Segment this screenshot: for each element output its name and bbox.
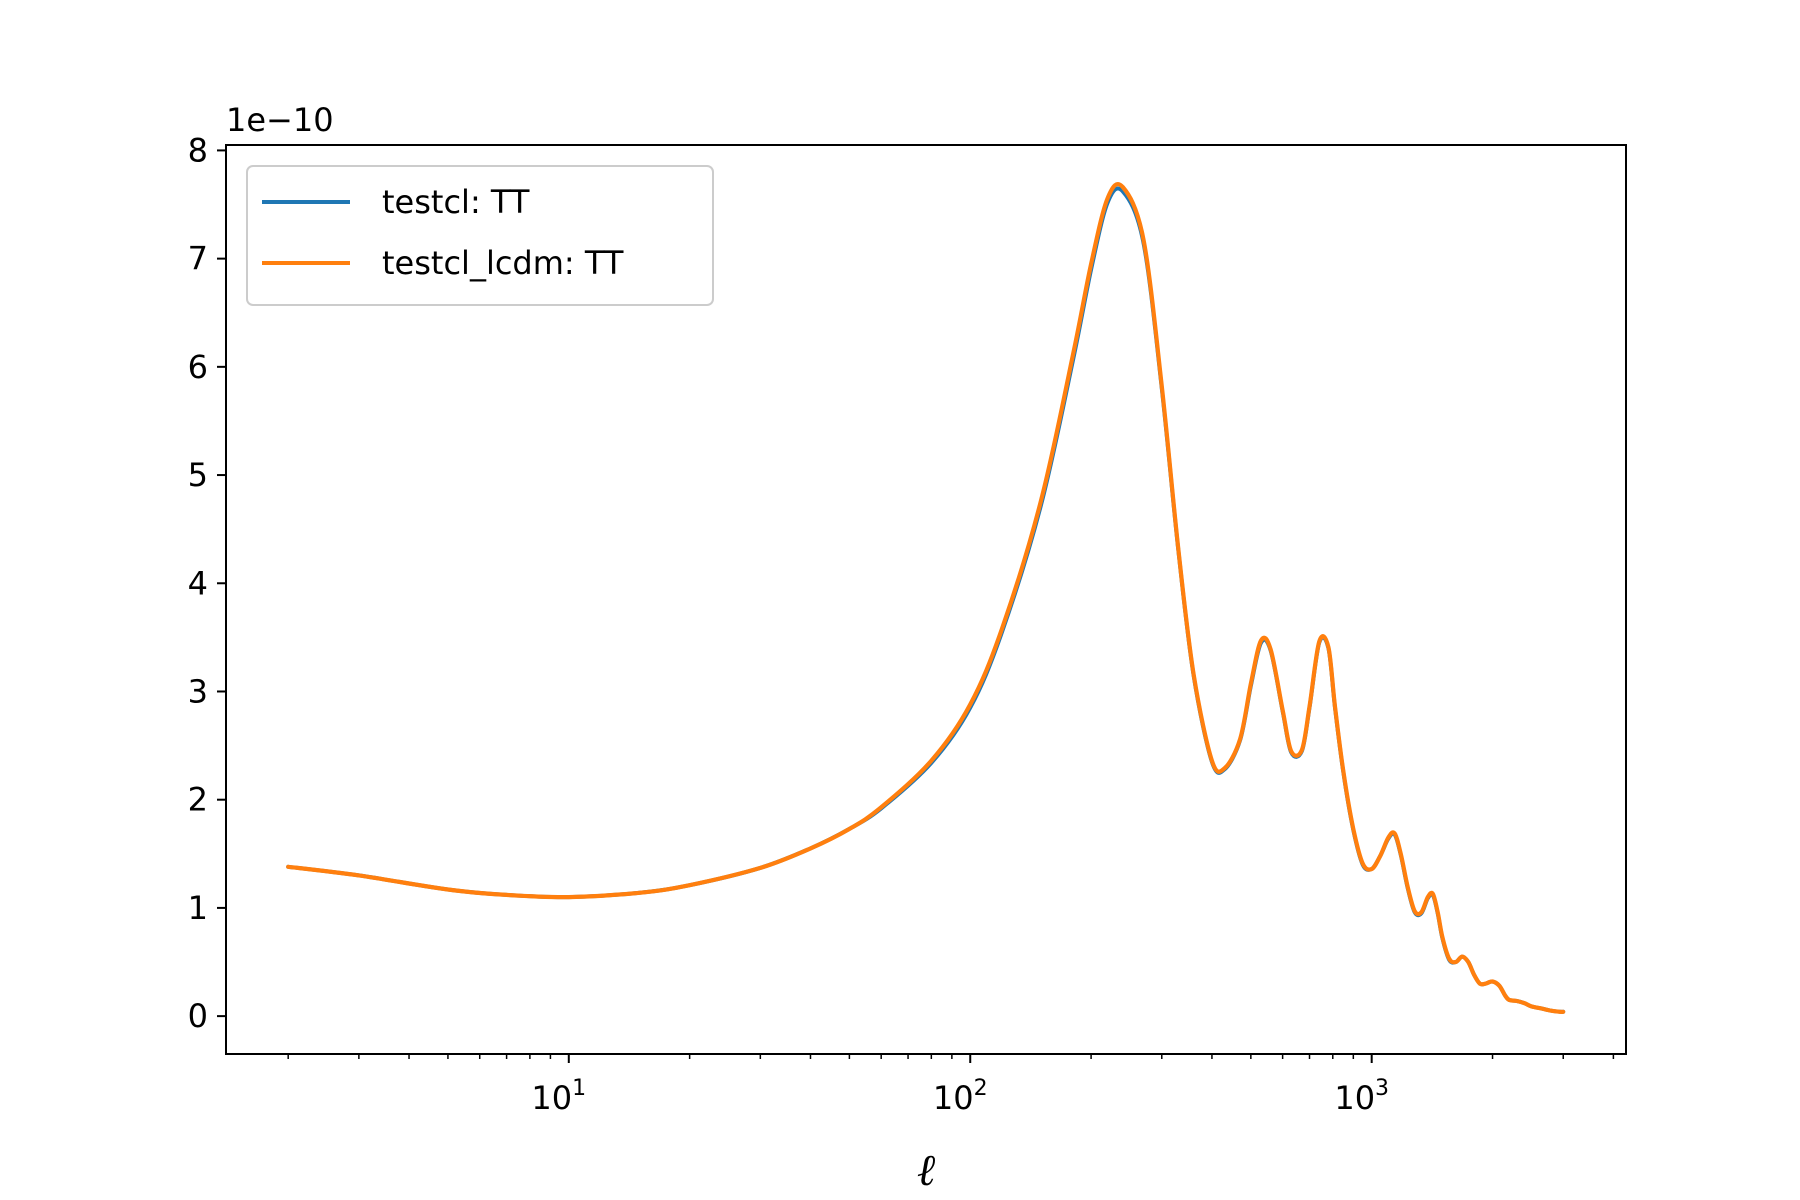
- x-tick-label: 102: [933, 1076, 988, 1117]
- y-tick-label: 2: [188, 781, 208, 819]
- legend: testcl: TT testcl_lcdm: TT: [246, 165, 714, 306]
- legend-label: testcl_lcdm: TT: [382, 244, 624, 282]
- y-tick-label: 0: [188, 997, 208, 1035]
- axes: 0 1 2 3 4 5 6 7 8 101 102 103: [188, 131, 1615, 1117]
- x-tick-label: 101: [531, 1076, 586, 1117]
- y-offset-label: 1e−10: [226, 101, 334, 139]
- y-tick-label: 4: [188, 564, 208, 602]
- y-tick-label: 6: [188, 348, 208, 386]
- y-tick-label: 1: [188, 889, 208, 927]
- series-line-1: [286, 186, 1566, 1014]
- x-axis-label: ℓ: [917, 1145, 936, 1196]
- legend-box: [246, 165, 714, 306]
- y-tick-label: 7: [188, 240, 208, 278]
- series-layer: [286, 182, 1566, 1014]
- y-tick-label: 8: [188, 131, 208, 169]
- plot-frame: [225, 144, 1627, 1055]
- y-tick-label: 3: [188, 672, 208, 710]
- x-tick-label: 103: [1334, 1076, 1389, 1117]
- y-tick-label: 5: [188, 456, 208, 494]
- legend-label: testcl: TT: [382, 183, 530, 221]
- series-line-2: [286, 182, 1566, 1014]
